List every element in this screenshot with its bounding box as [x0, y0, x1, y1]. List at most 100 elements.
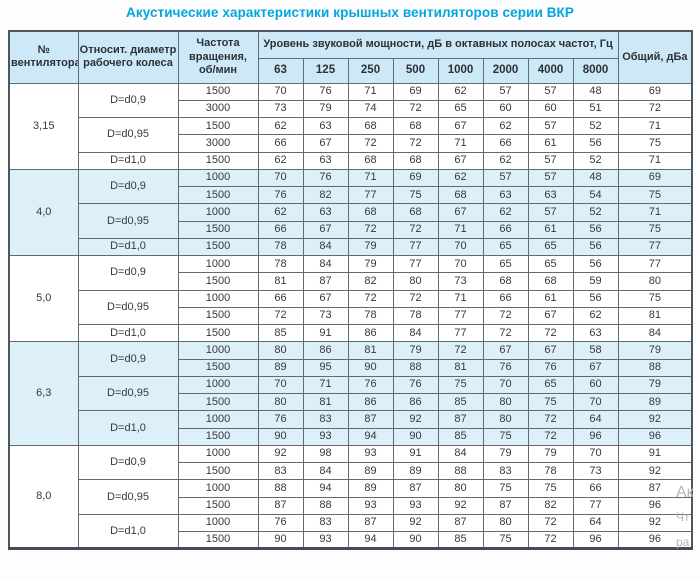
level-cell: 58: [572, 341, 619, 360]
level-cell: 66: [482, 289, 529, 308]
level-cell: 81: [257, 272, 304, 291]
level-cell: 83: [482, 461, 529, 481]
level-cell: 72: [257, 306, 304, 326]
level-cell: 78: [392, 306, 439, 326]
rpm-cell: 1500: [177, 82, 259, 101]
level-cell: 77: [437, 306, 484, 326]
total-cell: 89: [617, 392, 693, 412]
level-cell: 65: [527, 254, 574, 274]
total-cell: 88: [617, 358, 693, 377]
level-cell: 90: [257, 530, 304, 550]
level-cell: 70: [257, 82, 304, 101]
table-row: D=d1,0 1000 76 83 87 92 87 80 72 64 92: [9, 513, 693, 550]
total-cell: 75: [617, 185, 693, 205]
rpm-cell: 1500: [177, 272, 259, 291]
level-cell: 88: [257, 479, 304, 498]
level-cell: 72: [347, 289, 394, 308]
level-cell: 90: [257, 427, 304, 446]
table-row: 1500 80 81 86 86 85 80 75 70 89: [9, 392, 693, 412]
table-row: D=d1,0 1000 76 83 87 92 87 80 72 64 92: [9, 410, 693, 446]
level-cell: 70: [482, 375, 529, 395]
table-row: 1500 81 87 82 80 73 68 68 59 80: [9, 272, 693, 291]
level-cell: 62: [482, 116, 529, 136]
level-cell: 67: [527, 306, 574, 326]
level-cell: 71: [437, 220, 484, 239]
level-cell: 85: [257, 323, 304, 343]
table-row: 6,3 D=d0,9 1000 80 86 81 79 72 67 67 58 79: [8, 341, 693, 446]
total-cell: 96: [617, 427, 693, 446]
level-cell: 90: [392, 427, 439, 446]
table-row: 1500 90 93 94 90 85 75 72 96 96: [9, 530, 693, 550]
level-cell: 90: [347, 358, 394, 377]
header-row-bands: 63 125 250 500 1000 2000 4000 8000: [9, 57, 692, 84]
level-cell: 57: [527, 116, 574, 136]
header-rotation: Частота вращения, об/мин: [177, 30, 259, 84]
level-cell: 68: [482, 272, 529, 291]
rpm-cell: 1000: [177, 513, 259, 533]
level-cell: 93: [347, 444, 394, 464]
level-cell: 65: [437, 99, 484, 119]
level-cell: 64: [572, 513, 619, 533]
level-cell: 81: [437, 358, 484, 377]
level-cell: 84: [302, 237, 349, 257]
fan-number-cell: 4,0: [8, 168, 79, 257]
header-band-250: 250: [347, 57, 394, 84]
rpm-cell: 1500: [177, 220, 259, 239]
level-cell: 79: [347, 237, 394, 257]
level-cell: 86: [392, 392, 439, 412]
level-cell: 94: [347, 530, 394, 550]
level-cell: 68: [527, 272, 574, 291]
level-cell: 93: [347, 496, 394, 515]
level-cell: 64: [572, 410, 619, 429]
level-cell: 72: [347, 220, 394, 239]
level-cell: 72: [392, 220, 439, 239]
total-cell: 71: [617, 116, 693, 136]
level-cell: 72: [527, 513, 574, 533]
level-cell: 83: [302, 513, 349, 533]
table-row: D=d1,0 1500 85 91 86 84 77 72 72 63 84: [9, 323, 693, 343]
rpm-cell: 3000: [177, 99, 259, 119]
level-cell: 78: [527, 461, 574, 481]
total-cell: 87: [617, 479, 693, 498]
rpm-cell: 3000: [177, 134, 259, 153]
level-cell: 87: [257, 496, 304, 515]
level-cell: 71: [347, 168, 394, 188]
level-cell: 76: [257, 513, 304, 533]
level-cell: 79: [527, 444, 574, 464]
level-cell: 87: [437, 410, 484, 429]
level-cell: 93: [302, 530, 349, 550]
rpm-cell: 1500: [177, 237, 259, 257]
level-cell: 80: [257, 392, 304, 412]
level-cell: 77: [347, 185, 394, 205]
table-row: 8,0 D=d0,9 1000 92 98 93 91 84 79 79 70 91: [8, 444, 693, 550]
level-cell: 72: [392, 99, 439, 119]
level-cell: 56: [572, 254, 619, 274]
level-cell: 66: [257, 289, 304, 308]
level-cell: 62: [572, 306, 619, 326]
level-cell: 62: [257, 151, 304, 170]
level-cell: 57: [527, 82, 574, 101]
fan-number-cell: 8,0: [8, 444, 79, 550]
level-cell: 65: [527, 237, 574, 257]
total-cell: 79: [617, 341, 693, 360]
level-cell: 72: [482, 306, 529, 326]
header-total: Общий, дБа: [617, 30, 693, 84]
level-cell: 76: [392, 375, 439, 395]
table-row: 5,0 D=d0,9 1000 78 84 79 77 70 65 65 56 77: [8, 254, 693, 343]
level-cell: 78: [257, 237, 304, 257]
total-cell: 69: [617, 82, 693, 101]
level-cell: 84: [302, 461, 349, 481]
fan-number-cell: 3,15: [8, 82, 79, 170]
diameter-cell: D=d0,95: [77, 289, 179, 325]
level-cell: 91: [392, 444, 439, 464]
level-cell: 70: [257, 375, 304, 395]
level-cell: 68: [437, 185, 484, 205]
level-cell: 76: [257, 185, 304, 205]
level-cell: 94: [347, 427, 394, 446]
level-cell: 80: [482, 410, 529, 429]
table-row: D=d0,95 1000 66 67 72 72 71 66 61 56 75: [9, 289, 693, 325]
total-cell: 75: [617, 220, 693, 239]
rpm-cell: 1500: [177, 427, 259, 446]
level-cell: 73: [572, 461, 619, 481]
total-cell: 77: [617, 254, 693, 274]
